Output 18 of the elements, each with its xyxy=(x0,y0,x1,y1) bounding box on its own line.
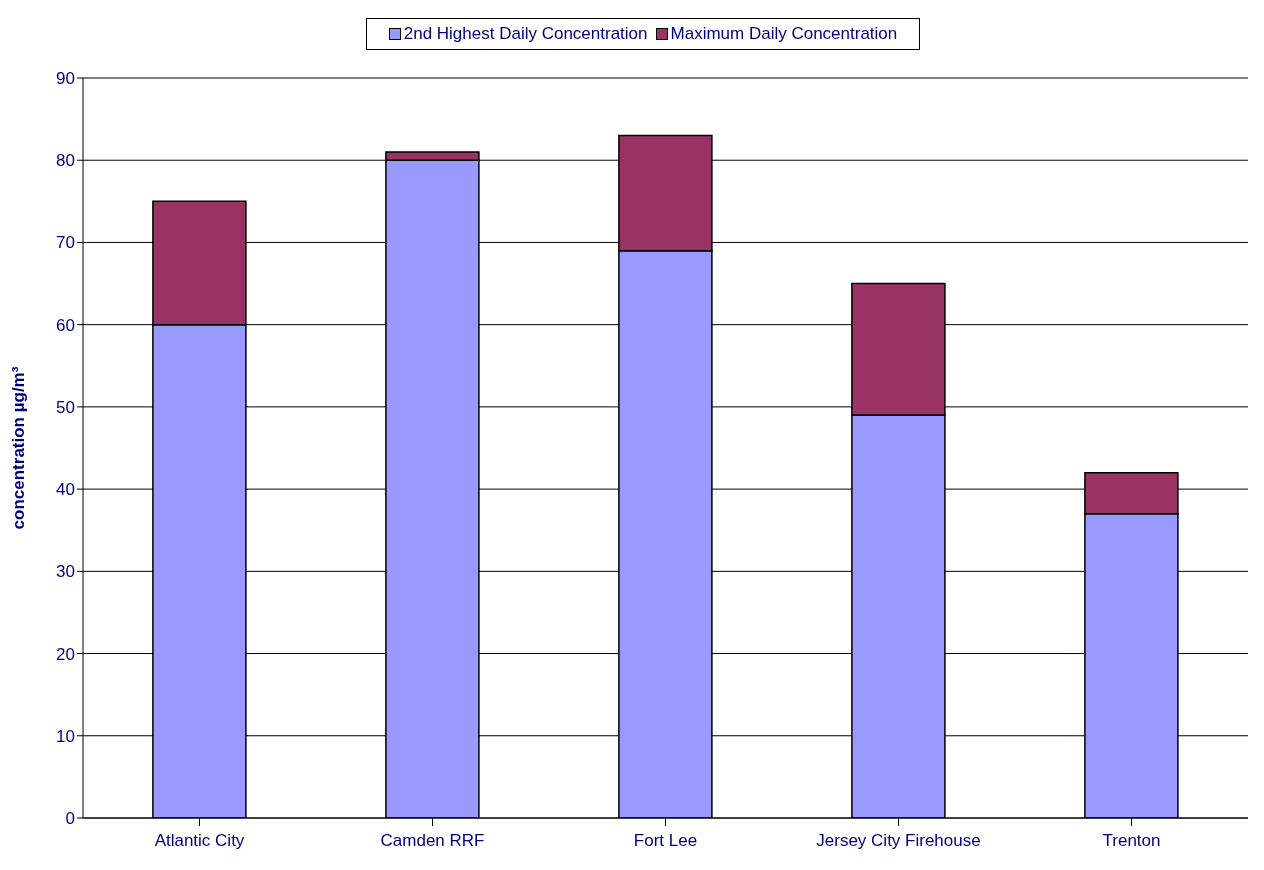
y-tick-label: 0 xyxy=(65,809,75,829)
legend-label: Maximum Daily Concentration xyxy=(669,24,898,44)
y-tick-label: 60 xyxy=(56,315,75,335)
legend-label: 2nd Highest Daily Concentration xyxy=(402,24,648,44)
x-tick-label: Fort Lee xyxy=(633,831,698,851)
x-tick-label: Trenton xyxy=(1102,831,1161,851)
y-tick-label: 70 xyxy=(56,233,75,253)
y-tick-label: 40 xyxy=(56,480,75,500)
y-axis-title: concentration µg/m³ xyxy=(9,366,29,530)
x-tick-label: Atlantic City xyxy=(154,831,245,851)
x-tick-label: Camden RRF xyxy=(380,831,485,851)
y-tick-label: 90 xyxy=(56,69,75,89)
x-tick-label: Jersey City Firehouse xyxy=(816,831,981,851)
y-tick-label: 80 xyxy=(56,151,75,171)
y-tick-label: 10 xyxy=(56,726,75,746)
y-tick-label: 30 xyxy=(56,562,75,582)
y-tick-label: 20 xyxy=(56,644,75,664)
y-tick-label: 50 xyxy=(56,397,75,417)
